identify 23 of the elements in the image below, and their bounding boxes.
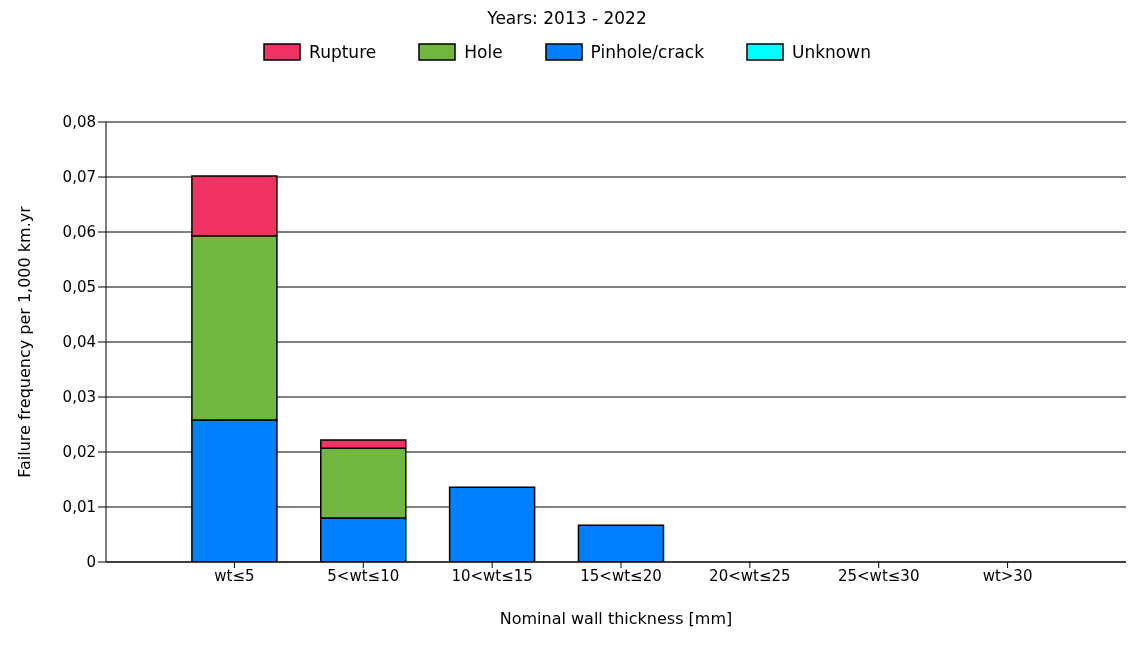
x-tick-label: 20<wt≤25: [709, 566, 791, 585]
legend-label: Unknown: [792, 42, 871, 62]
y-tick-label: 0,03: [62, 388, 96, 407]
x-tick-label: 5<wt≤10: [327, 566, 400, 585]
x-axis-title: Nominal wall thickness [mm]: [499, 609, 733, 628]
x-tick-label: wt>30: [982, 566, 1033, 585]
x-tick-label: wt≤5: [214, 566, 255, 585]
x-tick-label: 15<wt≤20: [580, 566, 662, 585]
y-tick-label: 0: [86, 553, 96, 572]
legend-label: Hole: [464, 42, 503, 62]
y-tick-label: 0,04: [62, 333, 96, 352]
y-tick-label: 0,02: [62, 443, 96, 462]
chart-title: Years: 2013 - 2022: [486, 8, 648, 30]
y-tick-label: 0,01: [62, 498, 96, 517]
y-tick-label: 0,05: [62, 278, 96, 297]
y-tick-label: 0,08: [62, 113, 96, 132]
y-tick-label: 0,07: [62, 168, 96, 187]
x-tick-label: 10<wt≤15: [451, 566, 533, 585]
y-tick-label: 0,06: [62, 223, 96, 242]
legend-label: Rupture: [309, 42, 377, 62]
x-tick-label: 25<wt≤30: [837, 566, 920, 585]
legend-label: Pinhole/crack: [590, 42, 704, 62]
y-axis-title: Failure frequency per 1,000 km.yr: [14, 205, 34, 478]
